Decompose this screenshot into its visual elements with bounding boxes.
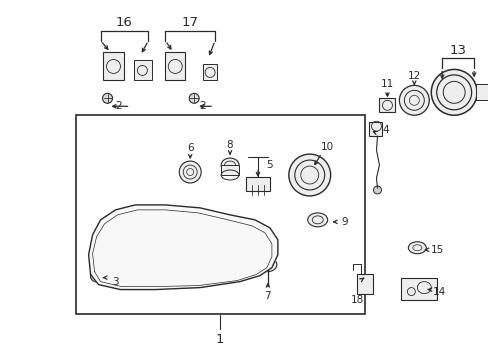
Bar	[356, 274, 372, 293]
Text: 10: 10	[321, 142, 334, 152]
Polygon shape	[88, 205, 277, 289]
Ellipse shape	[189, 93, 199, 103]
Bar	[221, 165, 239, 175]
Text: 9: 9	[341, 217, 347, 227]
Ellipse shape	[430, 69, 476, 115]
Text: 3: 3	[112, 276, 119, 287]
Text: 7: 7	[264, 291, 271, 301]
Text: 12: 12	[407, 71, 420, 81]
Ellipse shape	[90, 271, 108, 283]
Text: 2: 2	[199, 101, 205, 111]
Ellipse shape	[259, 258, 276, 272]
Ellipse shape	[203, 231, 255, 273]
Text: 16: 16	[116, 16, 133, 29]
Bar	[475, 84, 487, 100]
Text: 18: 18	[350, 294, 364, 305]
Text: 5: 5	[266, 160, 273, 170]
Bar	[203, 64, 217, 80]
Ellipse shape	[399, 85, 428, 115]
Bar	[165, 53, 185, 80]
Ellipse shape	[102, 93, 112, 103]
Circle shape	[373, 186, 381, 194]
Text: 2: 2	[115, 101, 122, 111]
Bar	[134, 60, 152, 80]
Bar	[379, 98, 395, 112]
Ellipse shape	[108, 222, 188, 282]
Text: 11: 11	[380, 79, 393, 89]
Text: 8: 8	[226, 140, 233, 150]
Bar	[76, 115, 364, 315]
Text: 17: 17	[182, 16, 198, 29]
Bar	[401, 278, 436, 300]
Text: 15: 15	[430, 245, 443, 255]
Ellipse shape	[407, 242, 426, 254]
Text: 14: 14	[432, 287, 445, 297]
Ellipse shape	[179, 161, 201, 183]
Text: 6: 6	[186, 143, 193, 153]
Text: 4: 4	[381, 125, 388, 135]
Ellipse shape	[288, 154, 330, 196]
Text: 13: 13	[449, 44, 466, 57]
Ellipse shape	[307, 213, 327, 227]
Bar	[245, 177, 269, 191]
Text: 1: 1	[215, 333, 224, 346]
Bar	[368, 122, 382, 136]
Bar	[102, 53, 124, 80]
Ellipse shape	[221, 158, 239, 172]
